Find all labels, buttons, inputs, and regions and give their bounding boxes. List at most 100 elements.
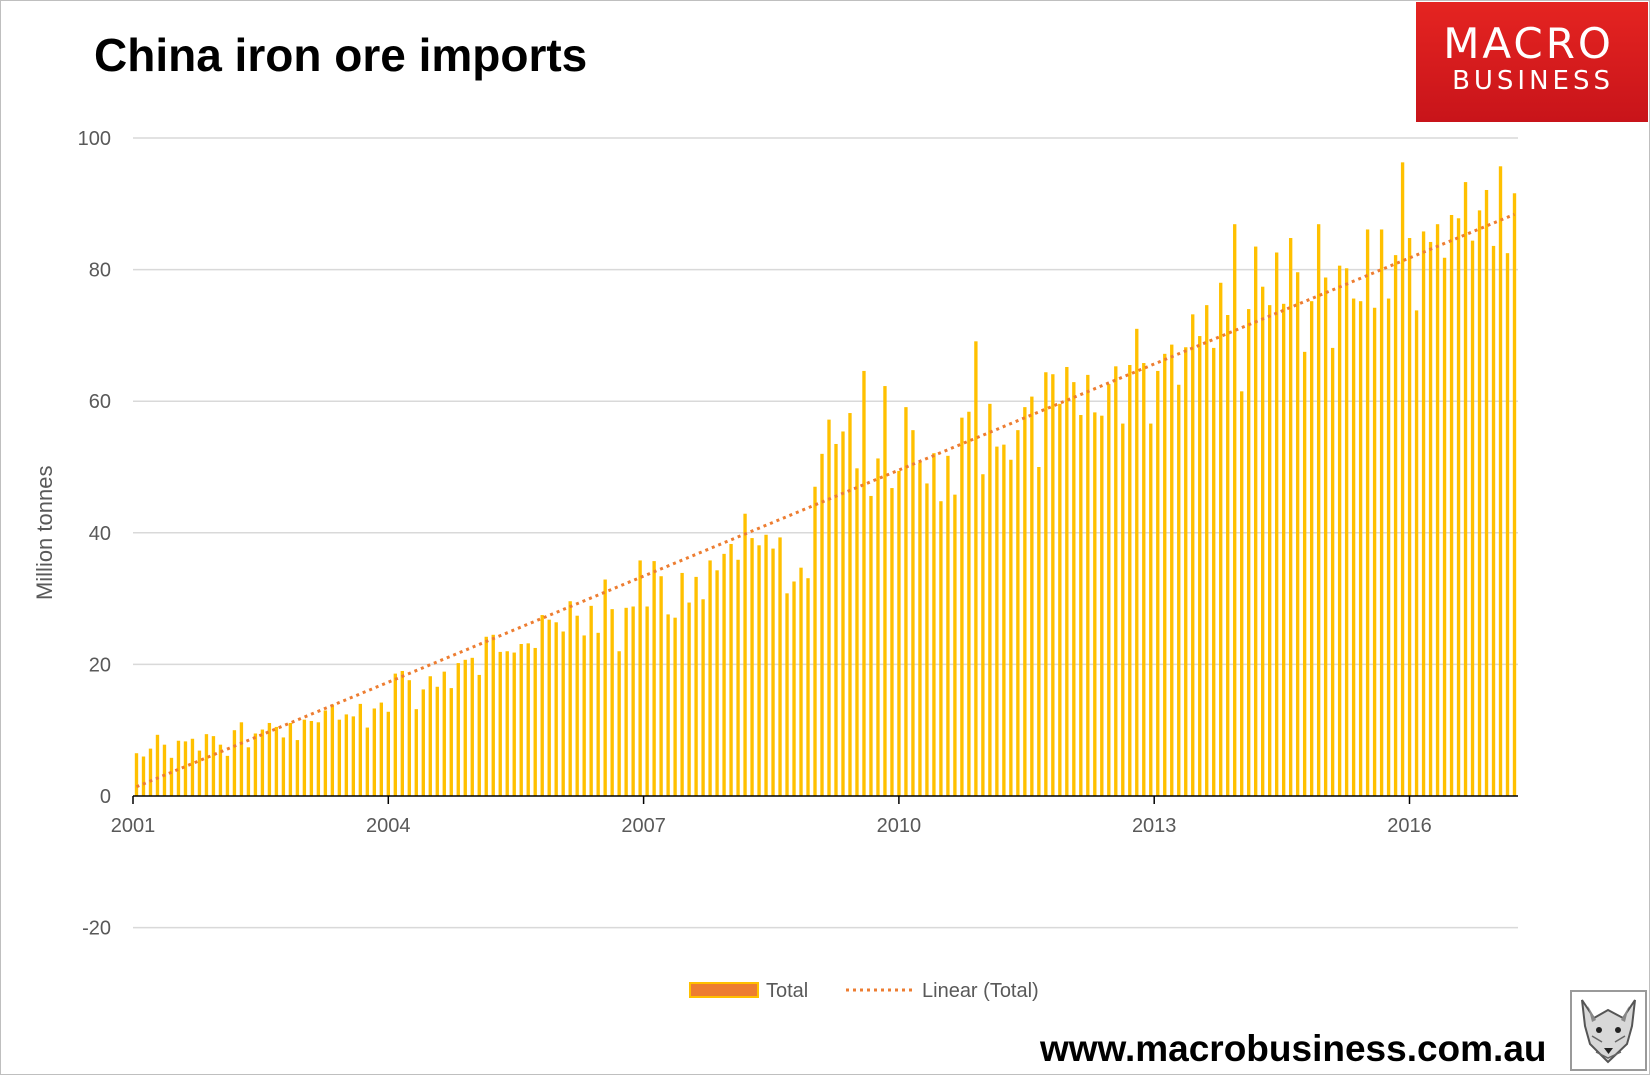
bar (729, 543, 733, 796)
y-tick-label: 0 (100, 786, 111, 808)
bar (757, 545, 761, 796)
bar (1198, 336, 1202, 796)
bar (925, 483, 929, 796)
bar (1044, 372, 1048, 796)
bar (743, 513, 747, 796)
bar (750, 538, 754, 796)
bar (1512, 193, 1517, 797)
bar (400, 670, 404, 796)
bar (932, 453, 936, 796)
bar (1016, 430, 1020, 796)
bar (323, 710, 328, 796)
bar (1268, 305, 1272, 796)
bar (1463, 182, 1468, 796)
bar (1491, 245, 1496, 797)
bar (1407, 238, 1412, 797)
bar (1072, 382, 1076, 796)
bar (1149, 423, 1153, 796)
bar (386, 711, 390, 796)
bar (666, 614, 670, 796)
bar (1295, 272, 1300, 796)
bar (1023, 407, 1027, 796)
bar (603, 579, 607, 796)
bar (1030, 396, 1034, 796)
bar (218, 744, 223, 796)
bar (1093, 412, 1097, 796)
bar (1177, 384, 1181, 796)
bar (211, 736, 216, 796)
fox-mascot-image (1570, 990, 1647, 1071)
bar (316, 722, 321, 796)
bar (1442, 257, 1447, 797)
y-tick-label: -20 (82, 918, 111, 940)
bar (785, 593, 789, 796)
bar (435, 686, 439, 796)
bar (1449, 214, 1454, 797)
bar (498, 651, 502, 796)
logo-line-1: MACRO (1443, 19, 1614, 68)
bar (309, 720, 314, 796)
bar (869, 495, 873, 796)
bar (1051, 374, 1055, 796)
bar (470, 657, 474, 796)
bar (1226, 315, 1230, 796)
website-url[interactable]: www.macrobusiness.com.au (1040, 1028, 1547, 1069)
bar (533, 647, 537, 796)
bar (484, 636, 488, 796)
bar (1400, 162, 1405, 796)
bar (799, 567, 803, 796)
bar (1009, 459, 1013, 796)
bar (659, 576, 663, 796)
bar (1281, 303, 1286, 796)
bar (358, 703, 363, 796)
bar (1435, 224, 1440, 796)
bar (967, 411, 971, 796)
bar (1505, 253, 1510, 796)
bar (813, 486, 817, 796)
logo-line-2: BUSINESS (1452, 66, 1614, 96)
bar (1428, 241, 1433, 797)
bar (512, 652, 516, 796)
bar (771, 548, 775, 796)
bar (1121, 423, 1125, 796)
bar (876, 458, 880, 796)
bar (1365, 229, 1370, 796)
bar (1261, 286, 1265, 796)
bar (1470, 240, 1475, 796)
bar (778, 537, 782, 796)
bar (1058, 403, 1062, 796)
bar (624, 607, 628, 796)
bar (904, 407, 908, 796)
bar (414, 709, 418, 796)
bar (183, 741, 188, 796)
bar (442, 671, 446, 796)
bar (365, 727, 370, 796)
bar (148, 748, 153, 796)
bar (1414, 310, 1419, 796)
bar (288, 722, 293, 796)
bar (141, 756, 146, 796)
bar (204, 734, 209, 796)
bar (1191, 314, 1195, 796)
y-tick-label: 100 (78, 128, 111, 150)
bar (631, 606, 635, 796)
bar (645, 606, 649, 796)
legend: Total Linear (Total) (689, 980, 1039, 1002)
bar (253, 733, 258, 796)
x-tick-label: 2013 (1132, 815, 1177, 837)
bar (456, 663, 460, 796)
bar (911, 430, 915, 796)
bar (302, 719, 307, 796)
bar (1100, 415, 1104, 796)
bar (1254, 246, 1258, 796)
x-tick-label: 2007 (621, 815, 666, 837)
bar-series (134, 162, 1517, 797)
y-tick-labels: -20 0 20 40 60 80 100 (78, 128, 111, 940)
y-tick-label: 40 (89, 523, 111, 545)
bar (764, 534, 768, 796)
bar (610, 609, 614, 796)
bar (134, 753, 139, 796)
bar (701, 599, 705, 796)
legend-total-label: Total (766, 980, 808, 1002)
